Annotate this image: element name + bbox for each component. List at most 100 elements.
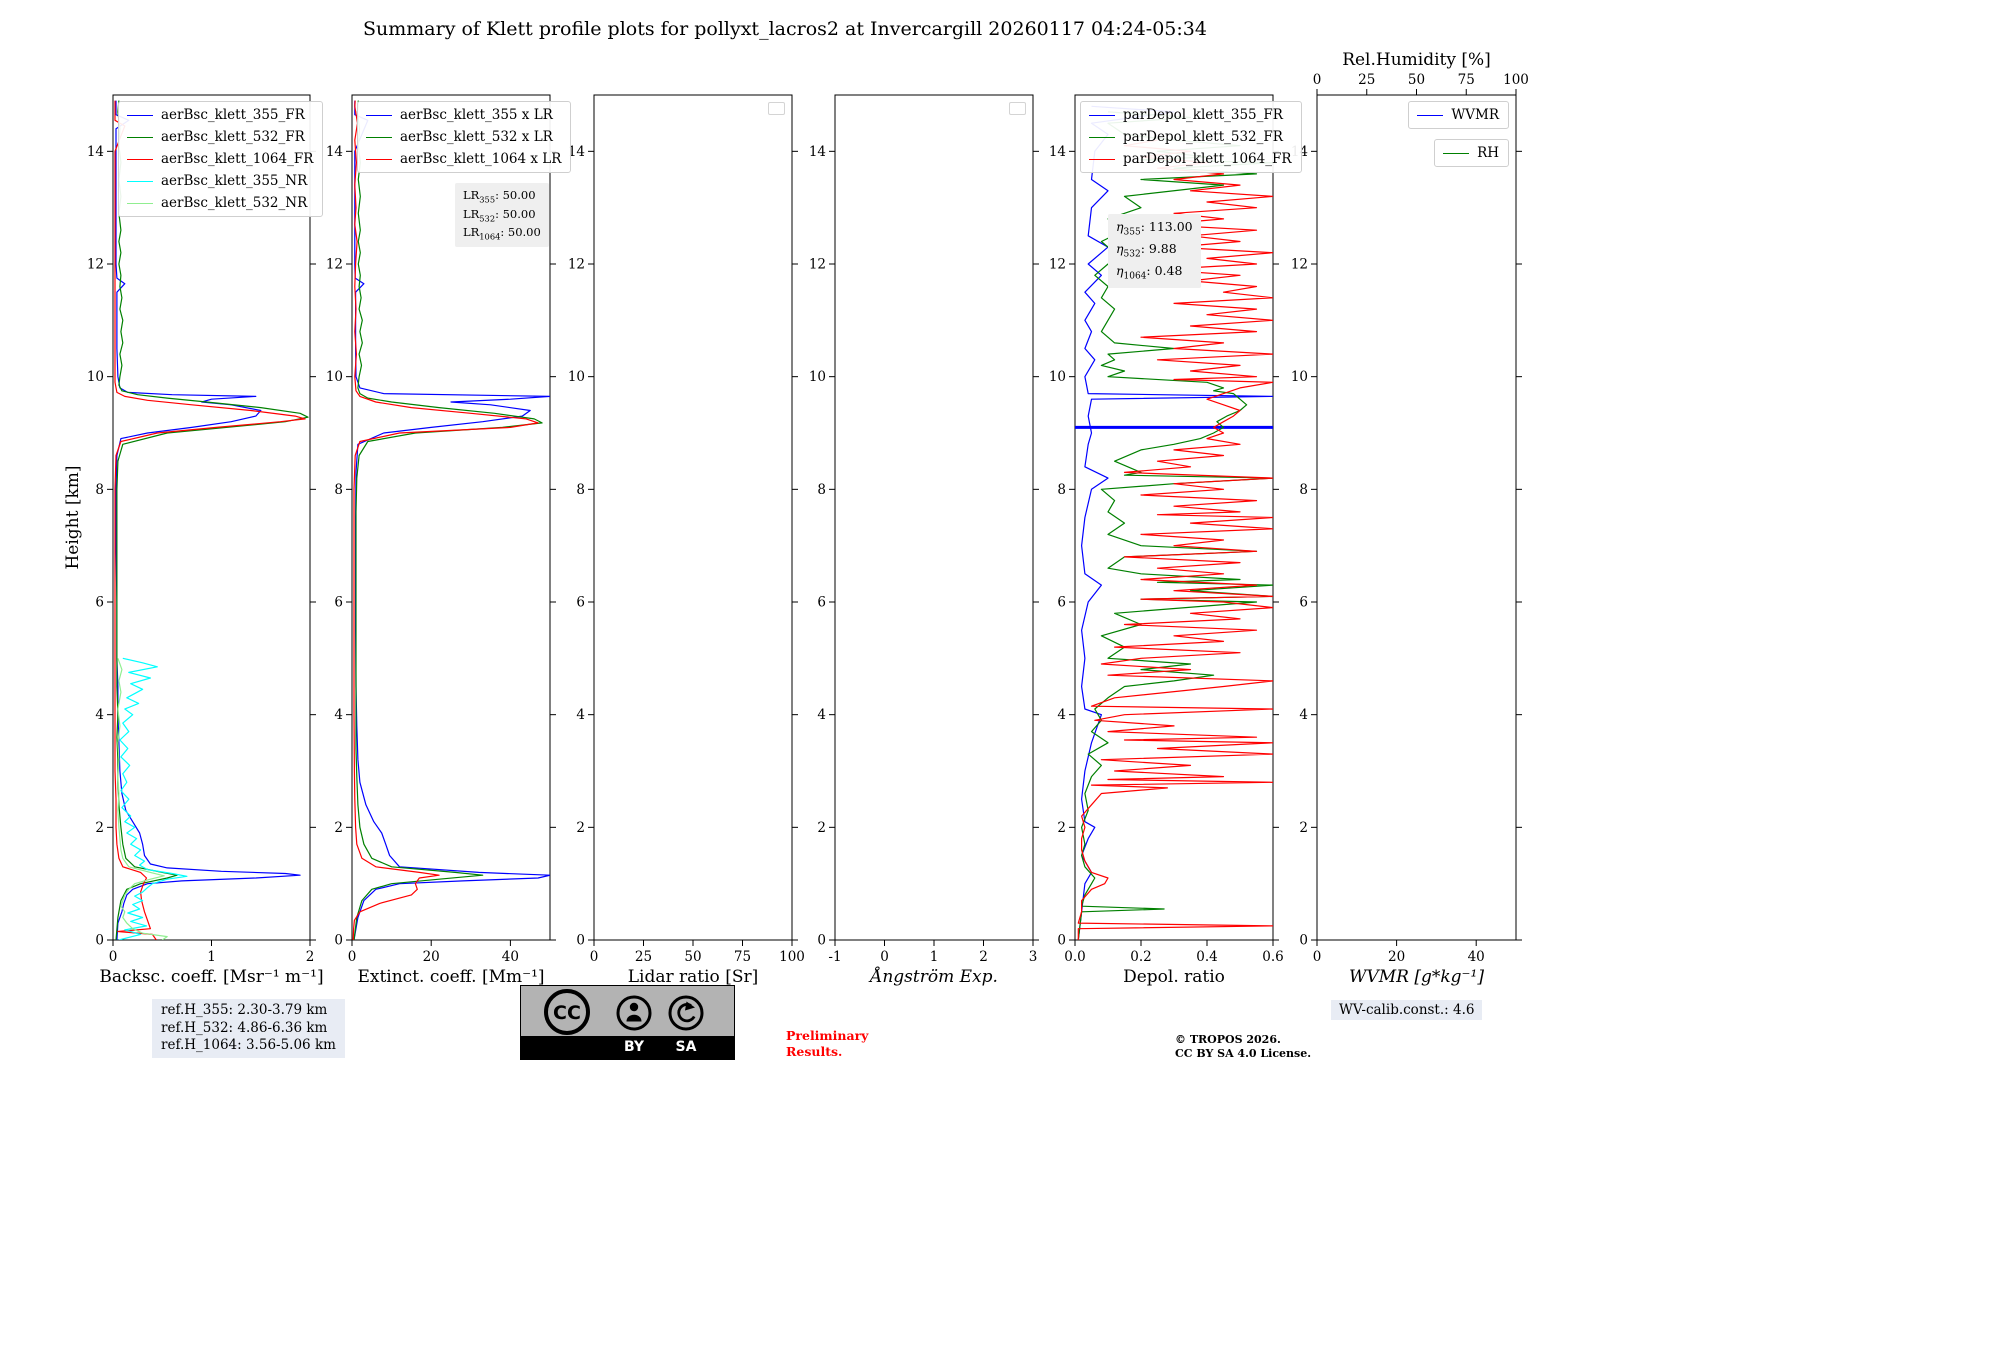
x-tick-label: 100 — [779, 949, 805, 965]
series-aerBsc_klett_355_x_LR — [353, 100, 550, 940]
x-tick-label: 1 — [930, 949, 939, 965]
y-tick-label: 0 — [95, 933, 104, 949]
top-tick-label: 0 — [1313, 72, 1322, 88]
wv-calib-note: WV-calib.const.: 4.6 — [1331, 1000, 1483, 1020]
cc-license-badge: CC BY SA — [520, 985, 735, 1060]
x-tick-label: 0 — [590, 949, 599, 965]
copyright-line2: CC BY SA 4.0 License. — [1175, 1047, 1312, 1061]
panel-extinction: 0 2 4 6 8 10 12 14 0 20 40 Extinct. coeff. [Mm⁻¹] — [326, 94, 556, 987]
panel-lidar-ratio: 0 2 4 6 8 10 12 14 0 25 50 75 100 Lidar ratio [Sr] — [568, 94, 805, 987]
y-tick-label: 8 — [95, 482, 104, 498]
y-tick-label: 12 — [87, 257, 104, 273]
series-parDepol_klett_1064_FR — [1077, 139, 1273, 940]
x-axis-label-lidar-ratio: Lidar ratio [Sr] — [628, 967, 758, 987]
figure-title: Summary of Klett profile plots for polly… — [363, 18, 1207, 40]
top-axis-label: Rel.Humidity [%] — [1342, 50, 1491, 70]
panel-frame — [593, 94, 793, 941]
y-tick-label: 8 — [576, 482, 585, 498]
y-tick-label: 6 — [95, 595, 104, 611]
y-tick-label: 6 — [1299, 595, 1308, 611]
y-tick-label: 0 — [576, 933, 585, 949]
y-tick-label: 0 — [334, 933, 343, 949]
reference-height-box: ref.H_355: 2.30-3.79 km ref.H_532: 4.86-… — [152, 999, 345, 1058]
series-aerBsc_klett_1064_FR — [114, 100, 306, 940]
y-tick-label: 6 — [334, 595, 343, 611]
y-tick-label: 8 — [817, 482, 826, 498]
x-tick-label: 20 — [423, 949, 440, 965]
panel-depol-ratio: 0 2 4 6 8 10 12 14 0.0 0.2 0.4 0.6 Depol. ratio — [1049, 94, 1284, 987]
ref-height-532: ref.H_532: 4.86-6.36 km — [161, 1019, 328, 1036]
y-tick-label: 10 — [568, 369, 585, 385]
ref-height-355: ref.H_355: 2.30-3.79 km — [161, 1002, 328, 1018]
panel-frame — [351, 94, 551, 941]
cc-icon: CC — [544, 989, 590, 1035]
y-tick-label: 4 — [95, 707, 104, 723]
y-tick-label: 14 — [1291, 144, 1308, 160]
y-tick-label: 10 — [809, 369, 826, 385]
series-aerBsc_klett_532_FR — [115, 100, 309, 940]
y-tick-label: 8 — [334, 482, 343, 498]
y-tick-label: 4 — [334, 707, 343, 723]
preliminary-note: Preliminary Results. — [786, 1028, 868, 1059]
x-tick-label: 3 — [1029, 949, 1038, 965]
x-tick-label: 0 — [1313, 949, 1322, 965]
y-tick-label: 0 — [1299, 933, 1308, 949]
y-tick-label: 8 — [1057, 482, 1066, 498]
x-tick-label: 2 — [979, 949, 988, 965]
panel-frame — [1316, 94, 1517, 941]
y-tick-label: 0 — [817, 933, 826, 949]
x-axis-label-extinction: Extinct. coeff. [Mm⁻¹] — [357, 967, 544, 987]
x-tick-label: 0 — [109, 949, 118, 965]
x-tick-label: 40 — [1468, 949, 1485, 965]
series-aerBsc_klett_532_x_LR — [353, 100, 543, 940]
x-tick-label: 2 — [306, 949, 315, 965]
top-tick-label: 25 — [1358, 72, 1375, 88]
x-tick-label: 0.2 — [1130, 949, 1151, 965]
x-axis-label-angstrom: Ångström Exp. — [868, 966, 998, 987]
x-tick-label: 50 — [684, 949, 701, 965]
y-tick-label: 14 — [1049, 144, 1066, 160]
by-person-icon — [616, 995, 652, 1031]
y-tick-label: 4 — [817, 707, 826, 723]
cc-by-label: BY — [623, 1039, 645, 1055]
y-tick-label: 6 — [817, 595, 826, 611]
x-axis-label-wvmr: WVMR [g*kg⁻¹] — [1349, 967, 1484, 987]
cc-badge-bar: BY SA — [521, 1036, 734, 1059]
y-tick-label: 6 — [1057, 595, 1066, 611]
y-tick-label: 10 — [326, 369, 343, 385]
copyright-note: © TROPOS 2026. CC BY SA 4.0 License. — [1175, 1033, 1311, 1062]
y-tick-label: 12 — [1291, 257, 1308, 273]
x-tick-label: 20 — [1388, 949, 1405, 965]
y-tick-label: 2 — [1299, 820, 1308, 836]
top-tick-label: 50 — [1408, 72, 1425, 88]
x-tick-label: 25 — [635, 949, 652, 965]
x-tick-label: 0.0 — [1064, 949, 1085, 965]
preliminary-line2: Results. — [786, 1043, 843, 1059]
x-tick-label: 0.4 — [1196, 949, 1217, 965]
y-tick-label: 14 — [326, 144, 343, 160]
x-tick-label: 0 — [880, 949, 889, 965]
series-parDepol_klett_532_FR — [1077, 111, 1273, 940]
series-aerBsc_klett_355_NR — [118, 657, 188, 940]
x-tick-label: 75 — [734, 949, 751, 965]
panel-wvmr: 0 2 4 6 8 10 12 14 0 20 40 0 25 50 75 100 Rel.Humidity [… — [1291, 50, 1529, 987]
panel-frame — [834, 94, 1034, 941]
x-tick-label: 0 — [348, 949, 357, 965]
panel-frame — [1074, 94, 1274, 941]
cc-sa-label: SA — [675, 1039, 697, 1055]
ref-height-1064: ref.H_1064: 3.56-5.06 km — [161, 1037, 336, 1054]
preliminary-line1: Preliminary — [786, 1028, 869, 1043]
y-tick-label: 10 — [1291, 369, 1308, 385]
y-tick-label: 14 — [809, 144, 826, 160]
copyright-line1: © TROPOS 2026. — [1175, 1033, 1281, 1046]
y-tick-label: 4 — [576, 707, 585, 723]
series-parDepol_klett_355_FR — [1077, 105, 1273, 940]
sa-arrow-icon — [668, 995, 704, 1031]
y-tick-label: 2 — [1057, 820, 1066, 836]
y-tick-label: 14 — [87, 144, 104, 160]
y-tick-label: 2 — [576, 820, 585, 836]
y-tick-label: 14 — [568, 144, 585, 160]
y-tick-label: 12 — [1049, 257, 1066, 273]
